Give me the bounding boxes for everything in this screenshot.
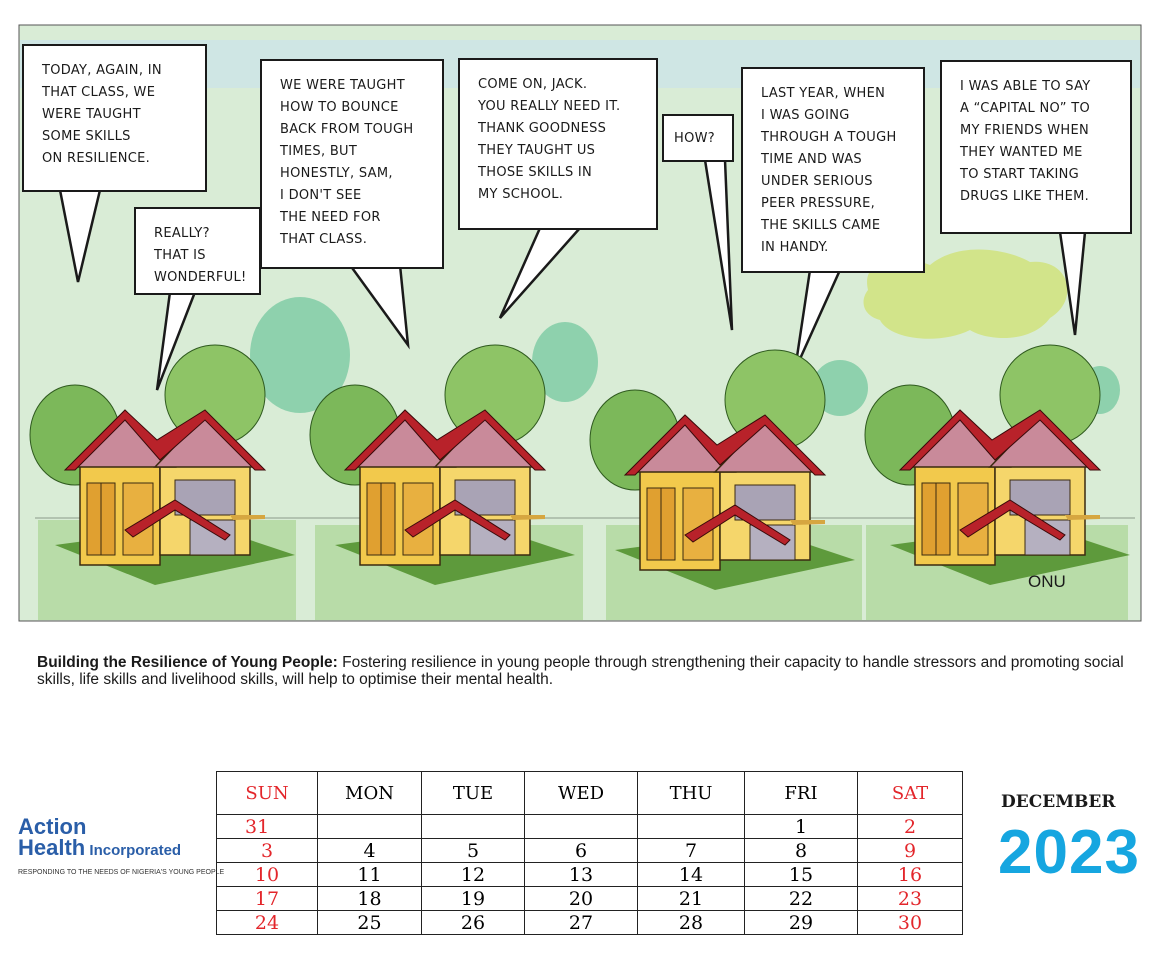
calendar-week-4: 17 18 19 20 21 22 23 bbox=[216, 886, 963, 911]
date-cell: 12 bbox=[421, 862, 525, 887]
date-cell: 6 bbox=[524, 838, 638, 863]
speech-bubble-5: HOW? bbox=[662, 114, 734, 162]
artist-signature: ONU bbox=[1028, 572, 1066, 591]
logo-line-1: Action bbox=[18, 814, 87, 839]
day-header-mon: MON bbox=[317, 771, 422, 815]
date-cell bbox=[637, 814, 745, 839]
date-cell: 28 bbox=[637, 910, 745, 935]
calendar-week-1: 31 1 2 bbox=[216, 814, 963, 839]
day-header-sat: SAT bbox=[857, 771, 963, 815]
date-cell: 17 bbox=[216, 886, 318, 911]
day-header-thu: THU bbox=[637, 771, 745, 815]
day-header-tue: TUE bbox=[421, 771, 525, 815]
speech-bubble-2: REALLY? THAT IS WONDERFUL! bbox=[134, 207, 261, 295]
day-header-sun: SUN bbox=[216, 771, 318, 815]
speech-bubble-7: I WAS ABLE TO SAY A “CAPITAL NO” TO MY F… bbox=[940, 60, 1132, 234]
speech-bubble-1: TODAY, AGAIN, IN THAT CLASS, WE WERE TAU… bbox=[22, 44, 207, 192]
date-cell: 7 bbox=[637, 838, 745, 863]
date-cell: 11 bbox=[317, 862, 422, 887]
date-cell: 24 bbox=[216, 910, 318, 935]
date-cell: 27 bbox=[524, 910, 638, 935]
date-cell: 10 bbox=[216, 862, 318, 887]
speech-bubble-4: COME ON, JACK. YOU REALLY NEED IT. THANK… bbox=[458, 58, 658, 230]
logo-incorporated: Incorporated bbox=[85, 842, 182, 859]
date-cell bbox=[524, 814, 638, 839]
date-cell: 31 bbox=[216, 814, 318, 839]
year-label: 2023 bbox=[998, 818, 1140, 887]
caption-title: Building the Resilience of Young People: bbox=[37, 654, 338, 671]
date-cell bbox=[421, 814, 525, 839]
caption-text: Fostering resilience in young people thr… bbox=[37, 654, 1124, 688]
date-cell: 22 bbox=[744, 886, 858, 911]
date-cell: 13 bbox=[524, 862, 638, 887]
date-cell: 29 bbox=[744, 910, 858, 935]
calendar-week-5: 24 25 26 27 28 29 30 bbox=[216, 910, 963, 935]
date-cell: 23 bbox=[857, 886, 963, 911]
day-header-fri: FRI bbox=[744, 771, 858, 815]
calendar-header-row: SUN MON TUE WED THU FRI SAT bbox=[216, 771, 963, 815]
date-cell: 1 bbox=[744, 814, 858, 839]
month-label: DECEMBER bbox=[1001, 792, 1116, 812]
date-cell: 2 bbox=[857, 814, 963, 839]
date-cell: 18 bbox=[317, 886, 422, 911]
day-header-wed: WED bbox=[524, 771, 638, 815]
date-cell: 8 bbox=[744, 838, 858, 863]
calendar-week-2: 3 4 5 6 7 8 9 bbox=[216, 838, 963, 863]
date-cell: 4 bbox=[317, 838, 422, 863]
date-cell: 9 bbox=[857, 838, 963, 863]
date-cell: 25 bbox=[317, 910, 422, 935]
date-cell bbox=[317, 814, 422, 839]
date-cell: 21 bbox=[637, 886, 745, 911]
date-cell: 5 bbox=[421, 838, 525, 863]
date-cell: 20 bbox=[524, 886, 638, 911]
date-cell: 14 bbox=[637, 862, 745, 887]
speech-bubble-3: WE WERE TAUGHT HOW TO BOUNCE BACK FROM T… bbox=[260, 59, 444, 269]
date-cell: 15 bbox=[744, 862, 858, 887]
date-cell: 26 bbox=[421, 910, 525, 935]
calendar-week-3: 10 11 12 13 14 15 16 bbox=[216, 862, 963, 887]
date-cell: 30 bbox=[857, 910, 963, 935]
date-cell: 19 bbox=[421, 886, 525, 911]
date-cell: 16 bbox=[857, 862, 963, 887]
speech-bubble-6: LAST YEAR, WHEN I WAS GOING THROUGH A TO… bbox=[741, 67, 925, 273]
calendar-grid: SUN MON TUE WED THU FRI SAT 31 1 2 3 4 5… bbox=[216, 771, 963, 935]
logo-tagline: RESPONDING TO THE NEEDS OF NIGERIA'S YOU… bbox=[18, 869, 225, 876]
date-cell: 3 bbox=[216, 838, 318, 863]
logo-line-2: Health Incorporated bbox=[18, 837, 181, 862]
caption: Building the Resilience of Young People:… bbox=[37, 654, 1132, 688]
logo-health: Health bbox=[18, 835, 86, 860]
